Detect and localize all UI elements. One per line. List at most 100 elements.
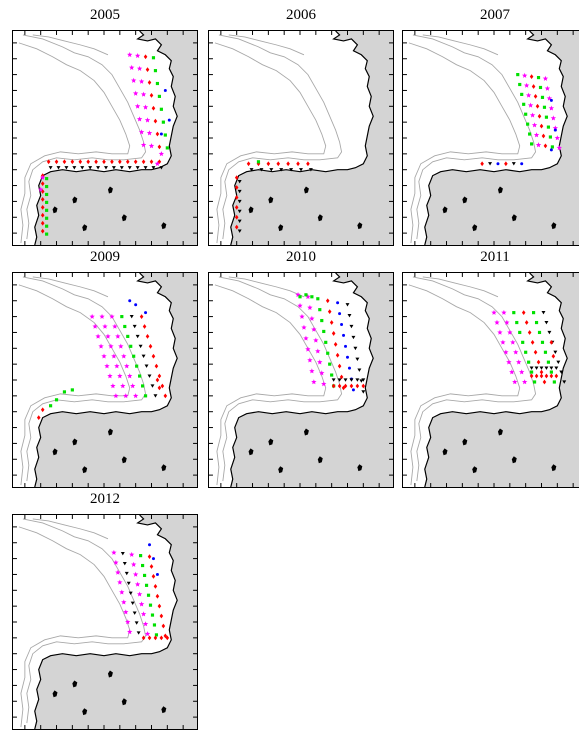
station-marker-star xyxy=(113,559,119,565)
station-marker-diamond xyxy=(157,385,162,391)
station-marker-triangle xyxy=(64,166,69,170)
station-marker-triangle xyxy=(136,631,141,635)
station-marker-triangle xyxy=(237,189,242,194)
station-marker-star xyxy=(552,125,559,131)
station-marker-star xyxy=(144,631,151,637)
station-marker-square xyxy=(45,208,49,212)
station-marker-diamond xyxy=(527,330,532,335)
station-marker-star xyxy=(134,103,141,109)
station-marker-star xyxy=(154,160,161,167)
station-marker-square xyxy=(540,340,545,344)
station-marker-star xyxy=(127,373,133,379)
station-marker-star xyxy=(136,65,143,71)
station-marker-square xyxy=(155,81,160,86)
map-frame xyxy=(12,30,198,246)
station-marker-diamond xyxy=(349,383,354,389)
station-marker-star xyxy=(119,589,125,595)
coastline xyxy=(34,31,178,245)
station-marker-star xyxy=(510,339,516,345)
map-frame xyxy=(12,272,198,488)
station-marker-diamond xyxy=(153,583,158,589)
station-marker-star xyxy=(117,373,123,379)
station-marker-diamond xyxy=(534,373,539,379)
station-marker-square xyxy=(322,329,326,334)
station-marker-square xyxy=(318,308,322,312)
station-marker-star xyxy=(140,91,147,97)
station-marker-square xyxy=(144,583,149,587)
isobath-line xyxy=(18,284,131,486)
inland-feature xyxy=(472,224,478,232)
station-marker-star xyxy=(311,379,317,385)
station-marker-diamond xyxy=(159,613,164,619)
station-marker-square xyxy=(45,200,49,204)
station-marker-diamond xyxy=(143,54,148,60)
map-panel-2007: 2007 xyxy=(402,6,579,246)
land-area xyxy=(230,31,393,245)
station-marker-star xyxy=(109,313,115,319)
inland-feature xyxy=(511,214,517,222)
station-marker-star xyxy=(554,135,560,141)
station-marker-circle xyxy=(134,303,138,307)
land-area xyxy=(34,31,197,245)
station-marker-triangle xyxy=(119,166,124,170)
station-marker-star xyxy=(307,357,313,363)
station-marker-star xyxy=(113,393,119,399)
station-marker-diamond xyxy=(327,309,332,315)
station-marker-diamond xyxy=(533,349,538,355)
station-marker-star xyxy=(525,92,532,98)
station-marker-square xyxy=(518,82,522,87)
map-svg xyxy=(209,31,393,245)
station-marker-triangle xyxy=(289,168,294,172)
station-marker-triangle xyxy=(562,380,567,384)
station-marker-star xyxy=(110,383,116,389)
station-marker-diamond xyxy=(529,373,534,379)
station-marker-circle xyxy=(167,118,171,122)
station-marker-triangle xyxy=(349,324,354,329)
isobath-line xyxy=(32,276,109,298)
station-marker-triangle xyxy=(88,166,93,170)
station-marker-triangle xyxy=(129,315,134,319)
station-marker-square xyxy=(516,73,520,77)
station-marker-triangle xyxy=(534,366,539,370)
station-marker-diamond xyxy=(337,383,342,389)
station-marker-circle xyxy=(342,333,346,337)
station-marker-square xyxy=(520,92,524,96)
station-marker-star xyxy=(142,104,149,110)
station-marker-diamond xyxy=(296,161,300,167)
station-marker-diamond xyxy=(40,204,45,210)
inland-feature xyxy=(462,438,468,446)
coastline xyxy=(230,273,374,487)
coastline xyxy=(424,273,568,487)
station-marker-triangle xyxy=(135,166,140,170)
station-marker-triangle xyxy=(488,162,493,166)
station-marker-diamond xyxy=(155,593,160,599)
map-frame xyxy=(402,272,579,488)
station-marker-triangle xyxy=(554,366,559,370)
station-marker-triangle xyxy=(337,378,342,382)
station-marker-diamond xyxy=(325,298,330,304)
station-marker-square xyxy=(546,125,551,129)
station-marker-diamond xyxy=(78,159,83,165)
inland-feature xyxy=(462,196,468,204)
station-marker-star xyxy=(140,142,147,148)
station-marker-diamond xyxy=(276,161,281,167)
station-marker-triangle xyxy=(355,378,360,382)
station-marker-triangle xyxy=(361,378,366,382)
inland-feature xyxy=(107,428,113,436)
land-area xyxy=(424,31,579,245)
inland-feature xyxy=(161,464,167,472)
station-marker-diamond xyxy=(541,133,546,139)
station-marker-circle xyxy=(553,128,557,132)
station-marker-diamond xyxy=(343,383,348,389)
station-marker-star xyxy=(307,304,313,310)
station-marker-square xyxy=(536,75,541,80)
station-marker-star xyxy=(121,599,127,605)
station-marker-star xyxy=(295,292,301,298)
station-marker-diamond xyxy=(544,373,549,379)
station-marker-square xyxy=(530,142,534,146)
map-frame xyxy=(208,272,394,488)
station-marker-square xyxy=(70,388,74,392)
inland-feature xyxy=(317,214,323,222)
inland-feature xyxy=(497,186,503,194)
station-marker-diamond xyxy=(36,415,41,421)
